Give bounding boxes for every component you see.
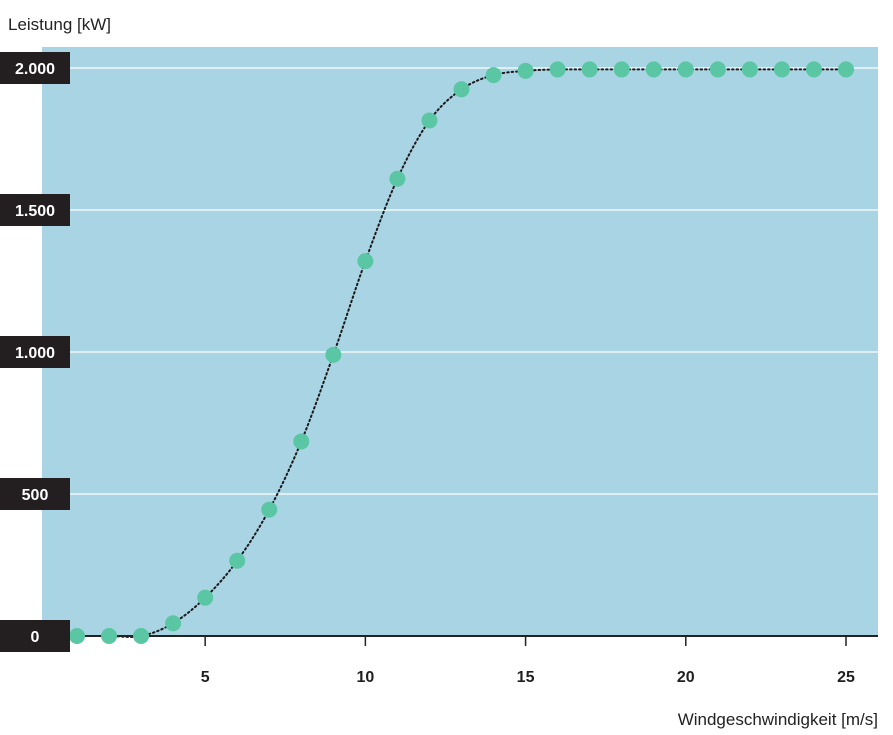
data-point xyxy=(517,62,534,79)
x-axis-ticks: 5 10 15 20 25 xyxy=(201,636,855,686)
y-tick-box xyxy=(0,478,70,510)
y-tick: 500 xyxy=(0,478,70,510)
y-tick-box xyxy=(0,194,70,226)
gridlines xyxy=(42,67,878,495)
y-tick: 1.000 xyxy=(0,336,70,368)
x-axis-title: Windgeschwindigkeit [m/s] xyxy=(678,710,878,729)
data-point xyxy=(741,61,758,78)
y-tick-label: 500 xyxy=(22,487,49,504)
data-point xyxy=(101,628,118,644)
y-tick: 0 xyxy=(0,620,70,652)
data-points xyxy=(69,61,854,644)
y-tick-label: 2.000 xyxy=(15,61,55,78)
data-point xyxy=(421,112,438,129)
y-tick-box xyxy=(0,336,70,368)
y-axis-ticks: 0 500 1.000 1.500 2.000 xyxy=(0,52,70,652)
x-tick-label: 5 xyxy=(201,669,210,686)
y-tick-label: 0 xyxy=(31,629,40,646)
data-point xyxy=(357,253,374,270)
data-point xyxy=(613,61,630,78)
data-point xyxy=(133,628,150,644)
y-tick-label: 1.000 xyxy=(15,345,55,362)
data-point xyxy=(325,346,342,363)
data-point xyxy=(197,589,214,606)
y-tick-box xyxy=(0,620,70,652)
data-point xyxy=(165,615,182,632)
x-tick-label: 10 xyxy=(356,669,374,686)
data-point xyxy=(581,61,598,78)
data-point xyxy=(485,67,502,84)
y-tick: 2.000 xyxy=(0,52,70,84)
data-point xyxy=(293,433,310,450)
y-tick-box xyxy=(0,52,70,84)
data-point xyxy=(773,61,790,78)
y-tick-label: 1.500 xyxy=(15,203,55,220)
y-axis-title: Leistung [kW] xyxy=(8,15,111,34)
data-point xyxy=(805,61,822,78)
x-tick-label: 15 xyxy=(517,669,535,686)
data-point xyxy=(261,501,278,518)
data-point xyxy=(549,61,566,78)
data-point xyxy=(838,61,854,78)
plot-area xyxy=(42,47,878,636)
data-point xyxy=(453,81,470,98)
data-point xyxy=(677,61,694,78)
data-point xyxy=(645,61,662,78)
data-point xyxy=(229,552,246,569)
x-tick-label: 25 xyxy=(837,669,855,686)
data-point xyxy=(69,628,85,644)
data-point xyxy=(389,170,406,187)
y-tick: 1.500 xyxy=(0,194,70,226)
data-point xyxy=(709,61,726,78)
x-tick-label: 20 xyxy=(677,669,695,686)
